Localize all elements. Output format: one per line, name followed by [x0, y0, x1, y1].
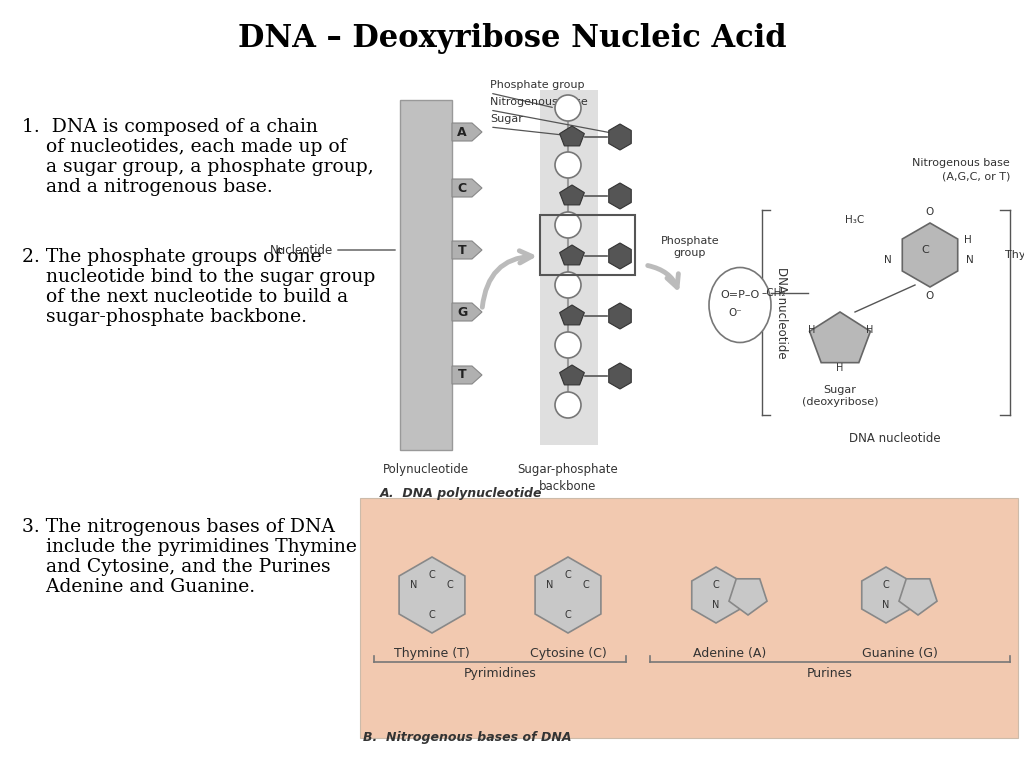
Text: C: C	[429, 610, 435, 620]
Text: T: T	[458, 369, 466, 382]
Text: include the pyrimidines Thymine: include the pyrimidines Thymine	[22, 538, 357, 556]
Text: N: N	[884, 255, 892, 265]
Text: Purines: Purines	[807, 667, 853, 680]
Text: Thymine (T): Thymine (T)	[394, 647, 470, 660]
Text: C: C	[564, 610, 571, 620]
Text: O: O	[926, 207, 934, 217]
Text: a sugar group, a phosphate group,: a sugar group, a phosphate group,	[22, 158, 374, 176]
Text: C: C	[713, 580, 720, 590]
Ellipse shape	[709, 267, 771, 343]
FancyArrow shape	[452, 179, 482, 197]
Text: Sugar: Sugar	[490, 114, 523, 124]
Text: C: C	[922, 245, 929, 255]
Polygon shape	[608, 363, 631, 389]
Text: of nucleotides, each made up of: of nucleotides, each made up of	[22, 138, 347, 156]
Text: G: G	[457, 306, 467, 319]
Polygon shape	[399, 557, 465, 633]
Text: N: N	[966, 255, 974, 265]
Polygon shape	[862, 567, 910, 623]
Text: O=P–O: O=P–O	[720, 290, 760, 300]
Text: Guanine (G): Guanine (G)	[862, 647, 938, 660]
Text: and Cytosine, and the Purines: and Cytosine, and the Purines	[22, 558, 331, 576]
Text: sugar-phosphate backbone.: sugar-phosphate backbone.	[22, 308, 307, 326]
Text: Thymine (T): Thymine (T)	[1005, 250, 1024, 260]
Polygon shape	[608, 243, 631, 269]
Text: DNA – Deoxyribose Nucleic Acid: DNA – Deoxyribose Nucleic Acid	[238, 22, 786, 54]
Text: C: C	[883, 580, 890, 590]
Text: of the next nucleotide to build a: of the next nucleotide to build a	[22, 288, 348, 306]
Polygon shape	[536, 557, 601, 633]
Text: H₃C: H₃C	[846, 215, 864, 225]
Circle shape	[555, 95, 581, 121]
Polygon shape	[608, 303, 631, 329]
FancyArrow shape	[452, 303, 482, 321]
Text: C: C	[429, 570, 435, 580]
Text: Phosphate
group: Phosphate group	[660, 236, 719, 258]
Bar	[400, 100, 452, 450]
Text: Nucleotide: Nucleotide	[269, 243, 333, 257]
Polygon shape	[560, 245, 585, 265]
FancyArrow shape	[452, 366, 482, 384]
Text: C: C	[583, 580, 590, 590]
Bar	[360, 498, 1018, 738]
Text: O: O	[926, 291, 934, 301]
Polygon shape	[729, 579, 767, 615]
Text: H: H	[837, 363, 844, 373]
Polygon shape	[560, 305, 585, 325]
Circle shape	[555, 332, 581, 358]
Text: –CH₂: –CH₂	[762, 288, 786, 298]
Text: H: H	[808, 325, 816, 335]
Text: A.  DNA polynucleotide: A. DNA polynucleotide	[380, 487, 543, 500]
Circle shape	[555, 152, 581, 178]
Text: Cytosine (C): Cytosine (C)	[529, 647, 606, 660]
Text: 3. The nitrogenous bases of DNA: 3. The nitrogenous bases of DNA	[22, 518, 335, 536]
Text: C: C	[564, 570, 571, 580]
Text: 1.  DNA is composed of a chain: 1. DNA is composed of a chain	[22, 118, 317, 136]
Polygon shape	[560, 365, 585, 385]
Text: DNA nucleotide: DNA nucleotide	[849, 432, 941, 445]
Text: A: A	[457, 125, 467, 138]
Bar	[540, 215, 635, 275]
Circle shape	[555, 392, 581, 418]
Text: N: N	[411, 580, 418, 590]
Polygon shape	[899, 579, 937, 615]
Text: and a nitrogenous base.: and a nitrogenous base.	[22, 178, 272, 196]
Text: H: H	[866, 325, 873, 335]
Text: Adenine (A): Adenine (A)	[693, 647, 767, 660]
Text: B.  Nitrogenous bases of DNA: B. Nitrogenous bases of DNA	[362, 731, 571, 744]
Text: H: H	[965, 235, 972, 245]
Text: N: N	[883, 600, 890, 610]
Text: O⁻: O⁻	[728, 308, 741, 318]
Text: nucleotide bind to the sugar group: nucleotide bind to the sugar group	[22, 268, 376, 286]
Text: C: C	[446, 580, 454, 590]
Text: Polynucleotide: Polynucleotide	[383, 463, 469, 476]
Text: Adenine and Guanine.: Adenine and Guanine.	[22, 578, 255, 596]
Circle shape	[555, 212, 581, 238]
Text: 2. The phosphate groups of one: 2. The phosphate groups of one	[22, 248, 322, 266]
FancyArrow shape	[452, 123, 482, 141]
Text: Sugar
(deoxyribose): Sugar (deoxyribose)	[802, 385, 879, 407]
Text: Pyrimidines: Pyrimidines	[464, 667, 537, 680]
Polygon shape	[608, 183, 631, 209]
Text: T: T	[458, 243, 466, 257]
FancyArrow shape	[452, 241, 482, 259]
Polygon shape	[560, 126, 585, 146]
Circle shape	[555, 272, 581, 298]
Polygon shape	[692, 567, 740, 623]
Polygon shape	[560, 185, 585, 205]
Text: Nitrogenous base: Nitrogenous base	[490, 97, 588, 107]
Polygon shape	[902, 223, 957, 287]
Polygon shape	[608, 124, 631, 150]
Text: DNA nucleotide: DNA nucleotide	[775, 266, 788, 359]
Polygon shape	[810, 312, 870, 362]
Text: N: N	[547, 580, 554, 590]
Text: Sugar-phosphate
backbone: Sugar-phosphate backbone	[517, 463, 618, 493]
Text: C: C	[458, 181, 467, 194]
Text: Phosphate group: Phosphate group	[490, 80, 585, 90]
Text: N: N	[713, 600, 720, 610]
Text: Nitrogenous base
(A,G,C, or T): Nitrogenous base (A,G,C, or T)	[912, 158, 1010, 181]
Bar	[540, 90, 598, 445]
